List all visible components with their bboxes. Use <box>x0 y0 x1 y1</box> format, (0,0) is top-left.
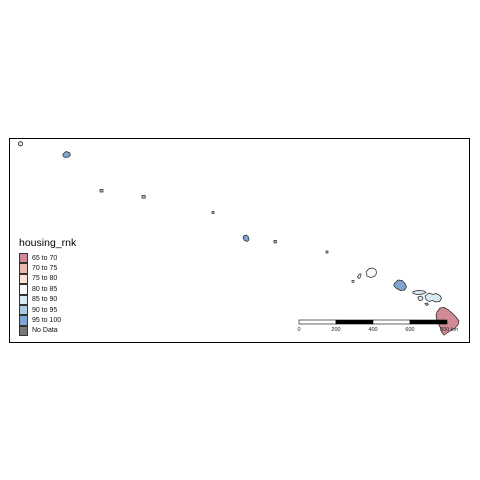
island-kauai <box>365 267 377 278</box>
legend-item: 85 to 90 <box>19 294 139 305</box>
legend-label: No Data <box>32 327 58 335</box>
island-maui <box>424 292 442 303</box>
legend-swatch <box>19 315 28 326</box>
island-molokai <box>412 290 427 295</box>
island-lisianski <box>99 189 104 193</box>
island-midway <box>62 151 71 158</box>
legend-swatch <box>19 263 28 274</box>
scale-tick-600: 600 <box>405 327 414 333</box>
legend-item: 70 to 75 <box>19 263 139 274</box>
island-kahoolawe <box>424 302 430 306</box>
scale-bar: 0 200 400 600 800 km <box>297 319 458 333</box>
island-lehua <box>351 280 355 283</box>
scale-tick-0: 0 <box>297 327 300 333</box>
legend-label: 75 to 80 <box>32 275 58 283</box>
legend-title: housing_rnk <box>19 237 77 249</box>
legend-item: 65 to 70 <box>19 253 139 264</box>
island-niihau <box>357 273 362 279</box>
scale-segment-1 <box>335 319 374 325</box>
legend-swatch <box>19 284 28 295</box>
legend-item: 95 to 100 <box>19 315 139 326</box>
legend-label: 70 to 75 <box>32 265 58 273</box>
scale-segment-2 <box>372 319 411 325</box>
legend-swatch <box>19 273 28 285</box>
legend-label: 95 to 100 <box>32 317 62 325</box>
island-gardner <box>211 211 215 214</box>
legend-swatch <box>19 253 28 264</box>
legend-label: 90 to 95 <box>32 306 58 314</box>
island-oahu <box>393 279 407 291</box>
legend-label: 65 to 70 <box>32 254 58 262</box>
scale-segment-3 <box>409 319 448 325</box>
scale-tick-400: 400 <box>368 327 377 333</box>
legend: housing_rnk 65 to 70 70 to 75 75 to 80 8… <box>19 237 139 337</box>
legend-swatch <box>19 304 28 316</box>
map-frame <box>9 138 470 343</box>
legend-label: 80 to 85 <box>32 285 58 293</box>
legend-swatch <box>19 325 28 337</box>
legend-item: 80 to 85 <box>19 284 139 295</box>
scale-tick-800: 800 km <box>440 327 458 333</box>
scale-tick-200: 200 <box>331 327 340 333</box>
legend-label: 85 to 90 <box>32 296 58 304</box>
island-laysan <box>141 195 146 199</box>
island-lanai <box>417 295 424 301</box>
island-french-frigate <box>242 234 250 242</box>
scale-segment-0 <box>298 319 337 325</box>
legend-swatch <box>19 294 28 305</box>
legend-item: 90 to 95 <box>19 304 139 316</box>
legend-item: 75 to 80 <box>19 273 139 285</box>
island-kure <box>18 141 23 147</box>
legend-item: No Data <box>19 325 139 337</box>
island-nihoa <box>325 250 329 254</box>
island-necker <box>273 240 277 244</box>
